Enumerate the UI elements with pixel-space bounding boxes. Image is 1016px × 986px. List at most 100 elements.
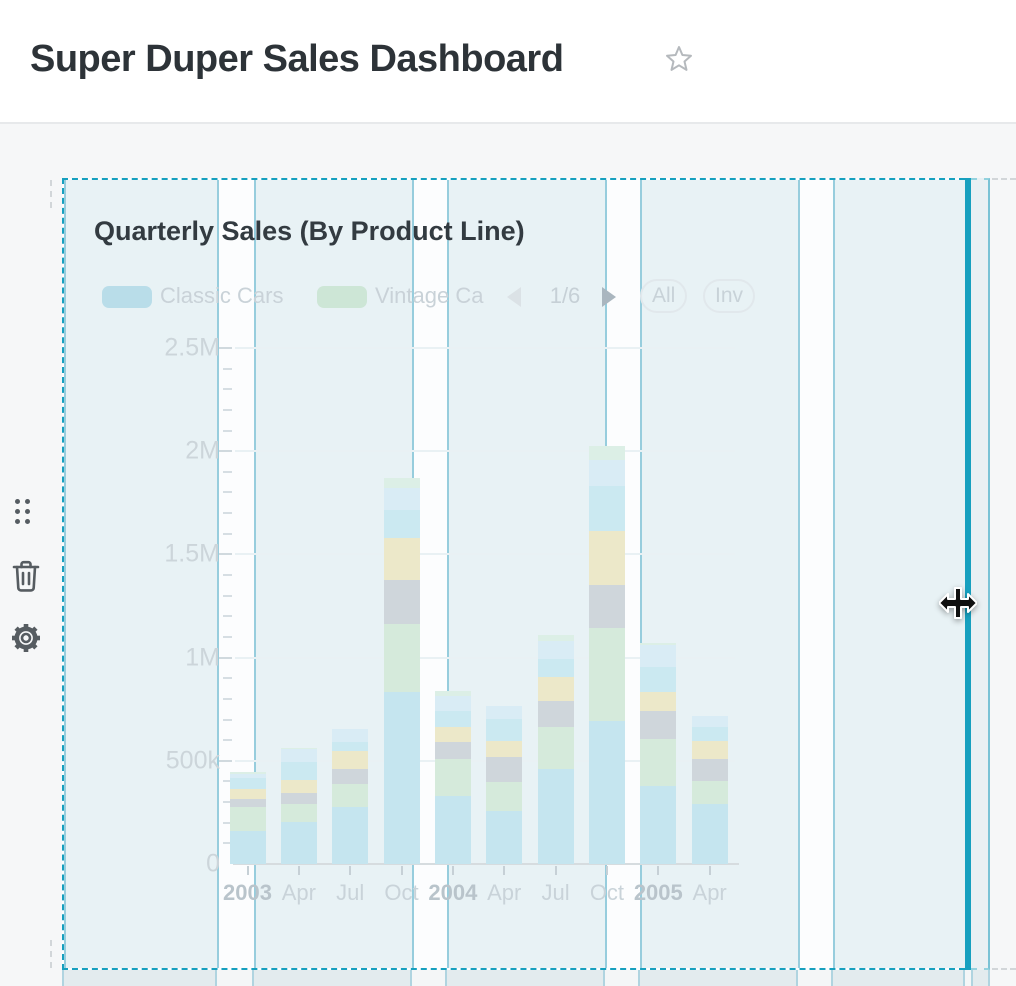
bar-segment — [640, 691, 677, 711]
bar-segment — [588, 446, 625, 461]
x-axis-tick — [657, 866, 660, 875]
y-minor-tick — [223, 801, 232, 804]
y-minor-tick — [223, 842, 232, 845]
bar-segment — [229, 798, 266, 807]
y-minor-tick — [223, 470, 232, 473]
bar-segment — [229, 778, 266, 789]
dashboard-card[interactable]: Quarterly Sales (By Product Line) Classi… — [62, 178, 967, 970]
bar-segment — [434, 758, 471, 796]
grid-strip-below-card — [62, 970, 990, 986]
x-axis-tick — [605, 866, 608, 875]
legend-swatch-vintage-cars[interactable] — [317, 286, 367, 308]
bar-segment — [383, 478, 420, 489]
bar-segment — [229, 806, 266, 831]
x-axis-tick — [297, 866, 300, 875]
bar-segment — [332, 741, 369, 751]
bar-segment — [588, 628, 625, 721]
y-tick-label: 2.5M — [164, 333, 220, 362]
x-axis-line — [233, 863, 739, 865]
bar-segment — [383, 623, 420, 692]
settings-gear-icon[interactable] — [8, 620, 44, 661]
bar-segment — [640, 738, 677, 786]
favorite-star-icon[interactable] — [664, 44, 694, 79]
x-tick-label: 2003 — [223, 880, 272, 905]
bar-segment — [332, 806, 369, 864]
y-minor-tick — [223, 615, 232, 618]
bar-segment — [434, 741, 471, 759]
legend-all-button[interactable]: All — [640, 279, 688, 313]
bar-segment — [640, 644, 677, 667]
bar-segment — [588, 585, 625, 629]
x-axis-tick — [554, 866, 557, 875]
bar-segment — [486, 705, 523, 719]
y-minor-tick — [223, 718, 232, 721]
bar-segment — [486, 718, 523, 741]
y-minor-tick — [223, 367, 232, 370]
y-tick-label: 500k — [165, 746, 220, 775]
bar-segment — [229, 771, 266, 774]
y-minor-tick — [223, 574, 232, 577]
bar-segment — [691, 726, 728, 741]
y-major-tick — [219, 656, 232, 659]
legend-label-classic-cars[interactable]: Classic Cars — [160, 283, 284, 308]
ghost-outline-bottom — [992, 968, 1016, 970]
bar-segment — [640, 785, 677, 864]
bar-segment — [280, 779, 317, 793]
y-tick-label: 1.5M — [164, 539, 220, 568]
x-axis-tick — [451, 866, 454, 875]
bar-segment — [691, 715, 728, 727]
legend-swatch-classic-cars[interactable] — [102, 286, 152, 308]
bar-segment — [229, 830, 266, 864]
bar-segment — [229, 773, 266, 779]
y-minor-tick — [223, 532, 232, 535]
y-minor-tick — [223, 429, 232, 432]
grid-column — [64, 180, 219, 968]
bar-segment — [691, 758, 728, 781]
bar-segment — [332, 768, 369, 784]
y-minor-tick — [223, 512, 232, 515]
y-gridline — [235, 759, 735, 762]
legend-next-page-icon[interactable] — [602, 287, 616, 307]
bar-segment — [537, 658, 574, 677]
bar-segment — [280, 821, 317, 864]
y-minor-tick — [223, 739, 232, 742]
ghost-outline-top — [992, 178, 1016, 180]
trash-icon[interactable] — [10, 558, 42, 599]
y-minor-tick — [223, 821, 232, 824]
bar-segment — [280, 749, 317, 763]
legend-invert-button[interactable]: Inv — [703, 279, 756, 313]
bar-segment — [434, 726, 471, 742]
bar-segment — [640, 666, 677, 692]
x-tick-label: Jul — [336, 880, 365, 905]
dashboard-title[interactable]: Super Duper Sales Dashboard — [30, 38, 564, 80]
bar-segment — [383, 510, 420, 539]
y-tick-label: 1M — [185, 643, 220, 672]
grid-column-extension — [971, 178, 990, 970]
y-minor-tick — [223, 697, 232, 700]
y-major-tick — [219, 450, 232, 453]
bar-segment — [691, 740, 728, 759]
bar-segment — [691, 780, 728, 804]
x-tick-label: Apr — [692, 880, 727, 905]
bar-segment — [332, 728, 369, 742]
bar-segment — [588, 486, 625, 532]
legend-prev-page-icon[interactable] — [507, 287, 521, 307]
x-axis-tick — [400, 866, 403, 875]
bar-segment — [588, 531, 625, 586]
bar-segment — [640, 642, 677, 645]
grid-column — [831, 970, 965, 986]
grid-column — [971, 970, 990, 986]
bar-segment — [537, 768, 574, 864]
bar-segment — [588, 460, 625, 487]
legend-label-vintage-cars[interactable]: Vintage Ca — [375, 283, 484, 308]
bar-segment — [332, 750, 369, 769]
card-resize-edge[interactable] — [965, 178, 971, 970]
y-minor-tick — [223, 491, 232, 494]
x-tick-label: Jul — [541, 880, 570, 905]
x-tick-label: 2005 — [633, 880, 683, 905]
bar-segment — [537, 640, 574, 659]
y-gridline — [235, 347, 735, 349]
drag-handle-icon[interactable] — [15, 499, 37, 527]
y-major-tick — [219, 759, 232, 762]
bar-segment — [640, 710, 677, 739]
